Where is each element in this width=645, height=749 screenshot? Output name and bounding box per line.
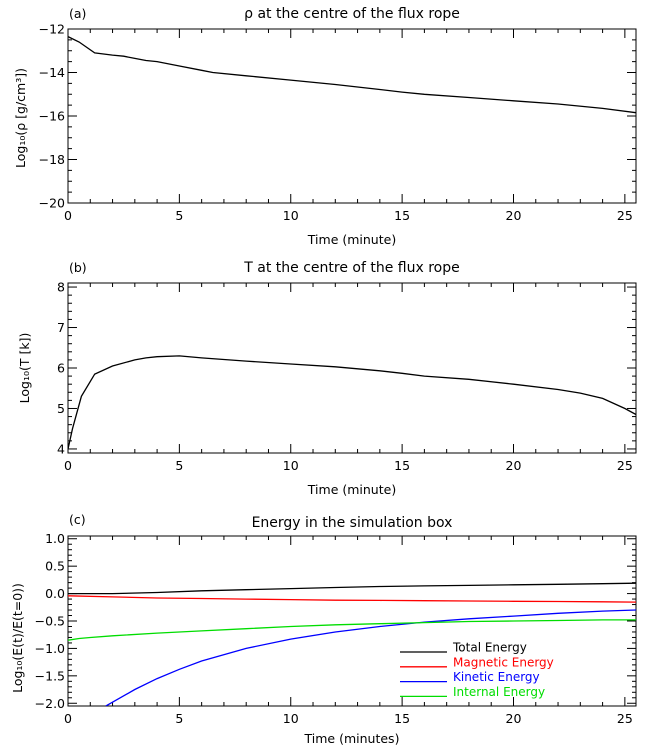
panel-c-ytick-label: 0.5 [45, 559, 65, 574]
panel-c-line-internal-energy [68, 619, 636, 641]
panel-c-ytick-label: 0.0 [45, 586, 65, 601]
panel-a-ylabel: Log₁₀(ρ [g/cm³]) [13, 68, 28, 168]
panel-c-xtick-label: 20 [506, 711, 522, 726]
panel-c: (c) Energy in the simulation box 0 5 10 15 2… [10, 512, 637, 746]
panel-c-ytick-label: 1.0 [45, 531, 65, 546]
panel-c-line-kinetic-energy [105, 609, 636, 706]
panel-b-ytick-label: 7 [57, 320, 65, 335]
panel-b-xtick-label: 20 [506, 458, 522, 473]
panel-c-xlabel: Time (minutes) [304, 731, 400, 746]
panel-a-letter: (a) [69, 6, 86, 21]
panel-a-xtick-label: 5 [175, 208, 183, 223]
panel-c-ytick-label: −0.5 [35, 614, 65, 629]
panel-c-xtick-label: 15 [394, 711, 410, 726]
panel-b-letter: (b) [69, 260, 87, 275]
panel-c-letter: (c) [69, 512, 86, 527]
panel-b-xtick-label: 5 [175, 458, 183, 473]
panel-c-line-magnetic-energy [68, 595, 636, 603]
panel-a-ytick-label: −16 [39, 109, 65, 124]
panel-a-xtick-label: 15 [394, 208, 410, 223]
panel-b-ytick-label: 8 [57, 280, 65, 295]
panel-a-ytick-label: −12 [39, 22, 65, 37]
panel-a-xlabel: Time (minute) [307, 232, 396, 247]
panel-c-ylabel: Log₁₀(E(t)/E(t=0)) [10, 583, 25, 693]
panel-b-xtick-label: 0 [64, 458, 72, 473]
panel-a-xtick-label: 20 [506, 208, 522, 223]
panel-c-line-total-energy [68, 582, 636, 595]
panel-b-ytick-label: 5 [57, 401, 65, 416]
panel-a: (a) ρ at the centre of the flux rope 0 5 1… [13, 6, 637, 247]
panel-c-title: Energy in the simulation box [252, 515, 453, 531]
panel-a-xtick-label: 0 [64, 208, 72, 223]
panel-a-ytick-label: −20 [39, 196, 65, 211]
legend-label-internal-energy: Internal Energy [453, 685, 545, 699]
panel-a-ytick-label: −18 [39, 152, 65, 167]
legend-label-kinetic-energy: Kinetic Energy [453, 670, 540, 684]
panel-b-title: T at the centre of the flux rope [243, 260, 459, 276]
panel-b-xtick-label: 10 [283, 458, 299, 473]
panel-a-line-series [68, 36, 636, 114]
panel-c-xtick-label: 10 [283, 711, 299, 726]
panel-a-frame [67, 28, 637, 204]
panel-c-plot: 0 5 10 15 20 25 −2.0 −1.5 −1.0 −0.5 0.0 0.5 1.0 Total… [35, 531, 637, 726]
panel-a-xtick-label: 10 [283, 208, 299, 223]
panel-b-ytick-label: 6 [57, 361, 65, 376]
panel-b-ylabel: Log₁₀(T [k]) [17, 333, 32, 404]
panel-c-xtick-label: 0 [64, 711, 72, 726]
panel-b-ytick-label: 4 [57, 441, 65, 456]
panel-b-xlabel: Time (minute) [307, 482, 396, 497]
panel-c-xtick-label: 25 [617, 711, 633, 726]
panel-c-xtick-label: 5 [175, 711, 183, 726]
panel-a-title: ρ at the centre of the flux rope [244, 6, 460, 22]
panel-b: (b) T at the centre of the flux rope 0 5 1… [17, 260, 637, 497]
panel-c-ytick-label: −2.0 [35, 696, 65, 711]
panel-b-xtick-label: 25 [617, 458, 633, 473]
panel-b-plot: 0 5 10 15 20 25 4 5 6 7 8 [57, 280, 637, 473]
panel-b-line-series [68, 355, 636, 450]
legend-label-magnetic-energy: Magnetic Energy [453, 655, 554, 669]
panel-a-ytick-label: −14 [39, 65, 65, 80]
legend-label-total-energy: Total Energy [452, 641, 527, 655]
panel-c-ytick-label: −1.0 [35, 641, 65, 656]
panel-c-ytick-label: −1.5 [35, 668, 65, 683]
panel-a-xtick-label: 25 [617, 208, 633, 223]
panel-a-plot: 0 5 10 15 20 25 −20 −18 −16 −14 −12 [39, 22, 637, 223]
panel-b-xtick-label: 15 [394, 458, 410, 473]
